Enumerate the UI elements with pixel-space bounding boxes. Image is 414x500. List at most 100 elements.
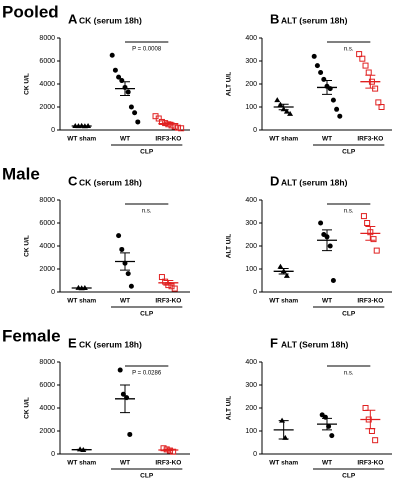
x-tick-label: IRF3-KO [155, 136, 181, 143]
group-label: CLP [140, 311, 154, 318]
x-tick-label: WT sham [269, 460, 298, 467]
error-bar [278, 268, 289, 275]
panel-title: CK (serum 18h) [79, 339, 142, 349]
group-label: CLP [140, 149, 154, 156]
data-point [318, 220, 324, 226]
x-tick-label: WT [322, 298, 332, 305]
y-tick-label: 2000 [39, 104, 55, 111]
annotation: n.s. [142, 209, 152, 215]
data-point [135, 119, 141, 125]
panel-letter: C [68, 173, 78, 188]
data-point [337, 113, 343, 119]
data-point [283, 108, 290, 114]
error-bar [322, 80, 332, 95]
y-tick-label: 2000 [39, 428, 55, 435]
data-point [360, 213, 367, 220]
y-tick-label: 100 [245, 428, 257, 435]
x-tick-label: WT [120, 136, 130, 143]
y-axis-label: ALT U/L [226, 234, 233, 258]
data-point [116, 74, 122, 80]
x-tick-label: IRF3-KO [357, 136, 383, 143]
y-tick-label: 4000 [39, 405, 55, 412]
row-label: Pooled [2, 2, 59, 21]
x-tick-label: WT sham [269, 298, 298, 305]
y-tick-label: 300 [245, 220, 257, 227]
error-bar [120, 384, 130, 414]
x-tick-label: WT [120, 460, 130, 467]
x-tick-label: IRF3-KO [357, 298, 383, 305]
y-tick-label: 8000 [39, 35, 55, 42]
error-bar [322, 229, 332, 252]
y-tick-label: 8000 [39, 359, 55, 366]
data-point [125, 271, 131, 277]
x-tick-label: WT sham [269, 136, 298, 143]
annotation: P = 0.0008 [132, 47, 162, 53]
data-point [178, 125, 185, 132]
y-tick-label: 2000 [39, 266, 55, 273]
panel-title: CK (serum 18h) [79, 177, 142, 187]
y-tick-label: 200 [245, 81, 257, 88]
data-point [364, 220, 371, 226]
error-bar [163, 448, 174, 452]
data-point [171, 285, 178, 292]
data-point [287, 110, 294, 116]
y-tick-label: 6000 [39, 58, 55, 65]
x-tick-label: WT [322, 136, 332, 143]
y-tick-label: 100 [245, 104, 257, 111]
y-tick-label: 4000 [39, 243, 55, 250]
x-tick-label: WT [120, 298, 130, 305]
data-point [109, 52, 115, 58]
error-bar [120, 81, 130, 96]
data-point [112, 67, 118, 73]
panel-title: ALT (Serum 18h) [281, 339, 349, 349]
group-label: CLP [342, 473, 356, 480]
data-point [321, 76, 327, 82]
y-tick-label: 0 [253, 289, 257, 296]
data-point [362, 405, 369, 411]
data-point [356, 51, 363, 58]
panel-title: CK (serum 18h) [79, 15, 142, 25]
error-bar [76, 448, 87, 451]
panel-title: ALT (serum 18h) [281, 15, 348, 25]
error-bar [278, 420, 289, 440]
data-point [368, 428, 375, 434]
error-bar [365, 225, 376, 241]
y-axis-label: CK U/L [24, 73, 31, 95]
data-point [330, 278, 336, 283]
group-label: CLP [140, 473, 154, 480]
data-point [274, 97, 281, 103]
data-point [327, 243, 333, 249]
annotation: P = 0.0286 [132, 371, 162, 377]
y-tick-label: 300 [245, 382, 257, 389]
x-tick-label: WT [322, 460, 332, 467]
group-label: CLP [342, 149, 356, 156]
annotation: n.s. [344, 47, 354, 53]
y-axis-label: CK U/L [24, 397, 31, 419]
data-point [314, 63, 320, 69]
x-tick-label: IRF3-KO [155, 298, 181, 305]
y-tick-label: 4000 [39, 81, 55, 88]
y-tick-label: 6000 [39, 220, 55, 227]
y-tick-label: 0 [51, 127, 55, 134]
data-point [378, 104, 385, 110]
error-bar [365, 409, 376, 430]
y-axis-label: CK U/L [24, 235, 31, 257]
annotation: n.s. [344, 209, 354, 215]
error-bar [278, 103, 289, 111]
panel-title: ALT (serum 18h) [281, 177, 348, 187]
data-point [128, 104, 134, 110]
y-tick-label: 200 [245, 405, 257, 412]
data-point [283, 272, 290, 278]
data-point [158, 274, 165, 281]
data-point [132, 110, 138, 116]
data-point [125, 89, 131, 95]
data-point [334, 106, 340, 112]
data-point [370, 236, 377, 243]
data-point [311, 53, 317, 59]
data-point [128, 283, 134, 289]
data-point [375, 99, 382, 106]
group-label: CLP [342, 311, 356, 318]
x-tick-label: IRF3-KO [155, 460, 181, 467]
annotation: n.s. [344, 371, 354, 377]
